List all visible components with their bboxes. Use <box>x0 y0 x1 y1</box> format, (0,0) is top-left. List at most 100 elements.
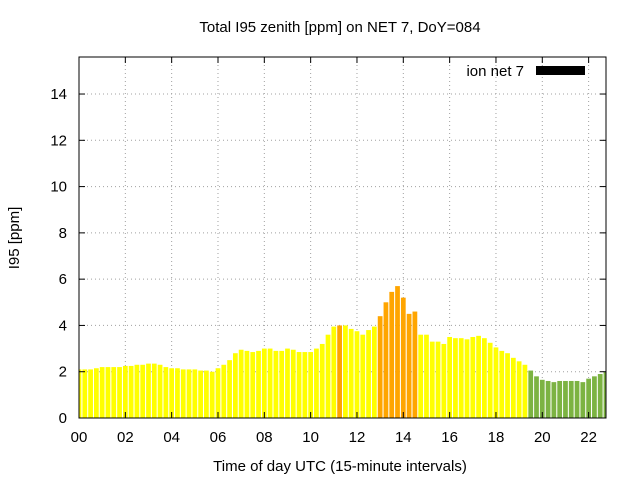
bar <box>180 369 186 418</box>
chart-title: Total I95 zenith [ppm] on NET 7, DoY=084 <box>199 19 480 36</box>
y-tick-label: 14 <box>50 86 67 103</box>
bar <box>383 302 389 418</box>
bar <box>79 369 82 418</box>
bar <box>534 376 539 418</box>
x-tick-label: 04 <box>163 429 180 446</box>
bar <box>285 348 290 418</box>
bar <box>528 370 534 418</box>
grid <box>79 57 606 418</box>
bar <box>209 371 215 418</box>
bar <box>470 337 476 418</box>
bar <box>505 353 510 418</box>
bar <box>389 291 395 418</box>
bar <box>557 380 563 418</box>
x-tick-label: 02 <box>117 429 134 446</box>
bar <box>487 342 493 418</box>
bar <box>82 369 88 418</box>
bar <box>314 348 319 418</box>
bar <box>117 367 122 418</box>
bar <box>464 339 470 418</box>
y-tick-label: 12 <box>50 132 67 149</box>
bar <box>337 325 342 418</box>
x-axis-label: Time of day UTC (15-minute intervals) <box>213 458 467 475</box>
bar <box>151 363 157 418</box>
bar <box>429 341 435 418</box>
bar <box>157 364 163 418</box>
bar <box>366 330 371 418</box>
bar <box>354 331 360 418</box>
y-tick-label: 0 <box>59 410 67 427</box>
bar <box>192 369 198 418</box>
y-tick-label: 6 <box>59 271 67 288</box>
bar <box>93 368 99 418</box>
bar <box>424 334 429 418</box>
bar <box>256 350 261 418</box>
y-tick-label: 8 <box>59 225 67 242</box>
x-tick-label: 12 <box>349 429 366 446</box>
x-tick-label: 16 <box>441 429 458 446</box>
bar <box>499 350 505 418</box>
x-tick-label: 00 <box>71 429 88 446</box>
bar <box>360 334 366 418</box>
y-tick-label: 2 <box>59 364 67 381</box>
x-tick-label: 08 <box>256 429 273 446</box>
bar <box>568 380 574 418</box>
bar <box>290 349 296 418</box>
bar <box>476 335 481 418</box>
bar <box>215 368 221 418</box>
bar <box>244 350 250 418</box>
bar <box>250 352 256 418</box>
bar <box>418 334 424 418</box>
bar <box>592 376 597 418</box>
bar <box>146 363 151 418</box>
y-tick-label: 4 <box>59 317 67 334</box>
x-tick-label: 14 <box>395 429 412 446</box>
bar <box>377 316 383 418</box>
bar <box>99 367 105 418</box>
bar <box>371 326 377 418</box>
bar <box>88 369 93 418</box>
bar <box>163 367 169 418</box>
bar <box>406 313 412 418</box>
bar <box>603 371 606 418</box>
bar <box>545 380 551 418</box>
bar <box>447 337 453 418</box>
bar <box>111 367 117 418</box>
x-tick-label: 10 <box>302 429 319 446</box>
x-tick-label: 22 <box>580 429 597 446</box>
bar <box>308 352 314 418</box>
legend: ion net 7 <box>466 63 585 80</box>
bar <box>522 364 528 418</box>
bar <box>348 328 354 418</box>
bar <box>597 374 603 418</box>
bar <box>232 353 238 418</box>
bar <box>551 382 557 418</box>
bar <box>400 297 406 418</box>
bar <box>580 382 586 418</box>
bar <box>134 364 140 418</box>
bar <box>122 365 128 418</box>
bar <box>227 360 232 418</box>
x-tick-label: 06 <box>210 429 227 446</box>
bar <box>186 369 192 418</box>
bar <box>441 343 447 418</box>
y-tick-label: 10 <box>50 179 67 196</box>
bar <box>261 348 267 418</box>
bar <box>302 352 308 418</box>
bar <box>453 338 458 418</box>
bar <box>273 350 279 418</box>
bar <box>412 311 418 418</box>
x-tick-label: 20 <box>534 429 551 446</box>
bar <box>510 357 516 418</box>
bar <box>105 367 111 418</box>
y-axis-label: I95 [ppm] <box>6 207 23 270</box>
bars <box>79 286 606 418</box>
bar <box>238 349 244 418</box>
bar <box>169 368 175 418</box>
legend-swatch <box>536 66 585 75</box>
bar <box>331 326 337 418</box>
bar <box>204 370 209 418</box>
